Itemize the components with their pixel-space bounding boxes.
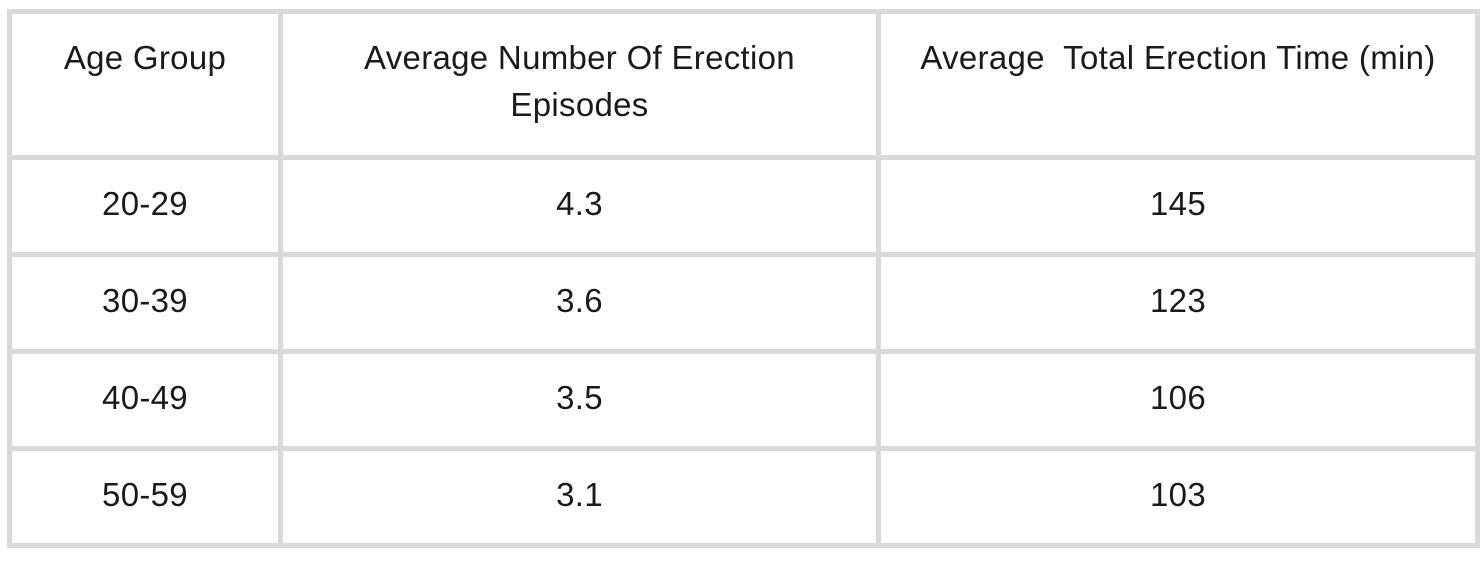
column-header-avg-total-time: Average Total Erection Time (min) bbox=[876, 9, 1480, 160]
cell-age-group: 20-29 bbox=[7, 155, 283, 257]
table-row: 20-29 4.3 145 bbox=[7, 155, 1480, 257]
cell-age-group: 40-49 bbox=[7, 349, 283, 451]
cell-avg-episodes: 3.1 bbox=[278, 446, 881, 548]
table-row: 30-39 3.6 123 bbox=[7, 252, 1480, 354]
cell-age-group: 50-59 bbox=[7, 446, 283, 548]
cell-age-group: 30-39 bbox=[7, 252, 283, 354]
table-row: 40-49 3.5 106 bbox=[7, 349, 1480, 451]
cell-avg-total-time: 145 bbox=[876, 155, 1480, 257]
cell-avg-total-time: 103 bbox=[876, 446, 1480, 548]
age-erection-stats-table: Age Group Average Number Of Erection Epi… bbox=[7, 9, 1480, 548]
cell-avg-episodes: 4.3 bbox=[278, 155, 881, 257]
cell-avg-episodes: 3.6 bbox=[278, 252, 881, 354]
cell-avg-total-time: 123 bbox=[876, 252, 1480, 354]
table-row: 50-59 3.1 103 bbox=[7, 446, 1480, 548]
cell-avg-total-time: 106 bbox=[876, 349, 1480, 451]
cell-avg-episodes: 3.5 bbox=[278, 349, 881, 451]
header-row: Age Group Average Number Of Erection Epi… bbox=[7, 9, 1480, 160]
column-header-age-group: Age Group bbox=[7, 9, 283, 160]
column-header-avg-episodes: Average Number Of Erection Episodes bbox=[278, 9, 881, 160]
